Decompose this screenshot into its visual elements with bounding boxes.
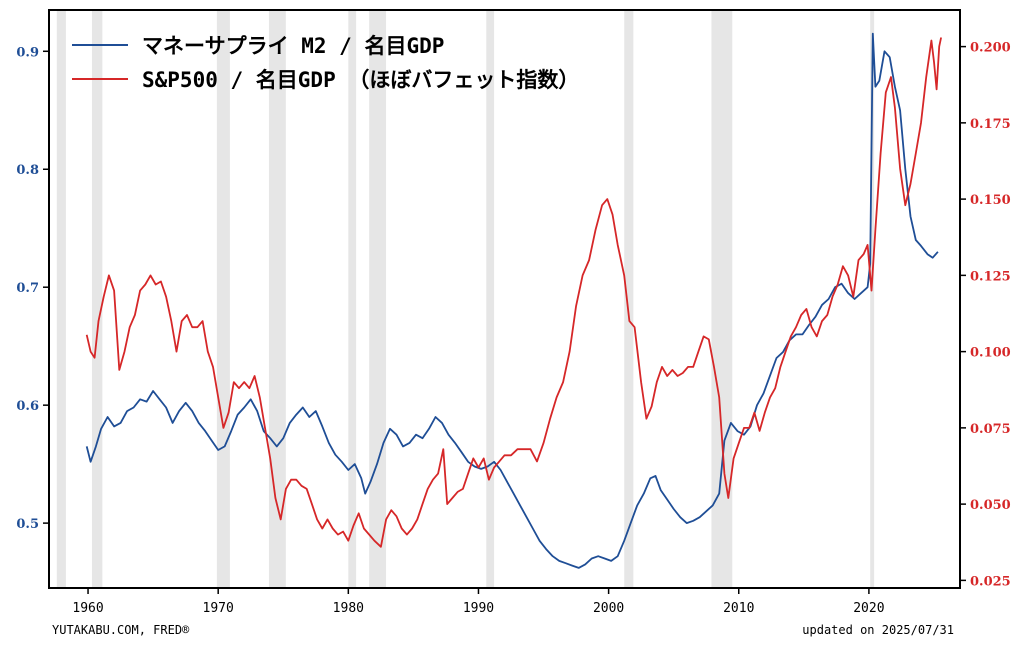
left-y-axis: 0.5 0.6 0.7 0.8 0.9 bbox=[16, 45, 49, 532]
legend-label-2: S&P500 / 名目GDP （ほぼバフェット指数） bbox=[142, 68, 579, 92]
series-line-1 bbox=[85, 32, 939, 569]
recession-band bbox=[216, 10, 230, 588]
left-y-tick-label: 0.6 bbox=[16, 399, 39, 414]
right-y-tick-label: 0.125 bbox=[970, 269, 1011, 284]
right-y-tick-label: 0.050 bbox=[970, 498, 1011, 513]
recession-band bbox=[369, 10, 387, 588]
recession-band bbox=[56, 10, 66, 588]
x-tick-label: 1970 bbox=[203, 601, 234, 616]
plot-frame bbox=[48, 9, 961, 589]
recession-band bbox=[870, 10, 875, 588]
x-tick-label: 1960 bbox=[72, 601, 103, 616]
right-y-tick-label: 0.100 bbox=[970, 346, 1011, 361]
x-tick-label: 1990 bbox=[463, 601, 494, 616]
recession-band bbox=[348, 10, 357, 588]
x-tick-label: 2010 bbox=[723, 601, 754, 616]
left-y-tick-label: 0.9 bbox=[16, 45, 39, 60]
recession-band bbox=[711, 10, 733, 588]
updated-date: updated on 2025/07/31 bbox=[802, 623, 954, 637]
recession-band bbox=[91, 10, 103, 588]
right-y-tick-label: 0.175 bbox=[970, 117, 1011, 132]
series-line-2 bbox=[85, 37, 942, 548]
right-y-axis: 0.025 0.050 0.075 0.100 0.125 0.150 0.175 0.200 bbox=[960, 41, 1011, 589]
x-tick-label: 2000 bbox=[593, 601, 624, 616]
left-y-tick-label: 0.8 bbox=[16, 163, 39, 178]
right-y-tick-label: 0.150 bbox=[970, 193, 1011, 208]
left-y-tick-label: 0.5 bbox=[16, 517, 39, 532]
right-y-tick-label: 0.200 bbox=[970, 41, 1011, 56]
x-tick-label: 2020 bbox=[853, 601, 884, 616]
recession-band bbox=[486, 10, 495, 588]
legend: マネーサプライ M2 / 名目GDP S&P500 / 名目GDP （ほぼバフェッ… bbox=[72, 34, 579, 92]
legend-label-1: マネーサプライ M2 / 名目GDP bbox=[142, 34, 444, 58]
x-axis: 1960 1970 1980 1990 2000 2010 2020 bbox=[72, 588, 885, 616]
recession-bands bbox=[56, 10, 875, 588]
recession-band bbox=[268, 10, 286, 588]
series-lines bbox=[85, 32, 942, 569]
recession-band bbox=[624, 10, 634, 588]
source-credit: YUTAKABU.COM, FRED® bbox=[52, 623, 190, 637]
right-y-tick-label: 0.025 bbox=[970, 574, 1011, 589]
x-tick-label: 1980 bbox=[333, 601, 364, 616]
left-y-tick-label: 0.7 bbox=[16, 281, 39, 296]
right-y-tick-label: 0.075 bbox=[970, 422, 1011, 437]
